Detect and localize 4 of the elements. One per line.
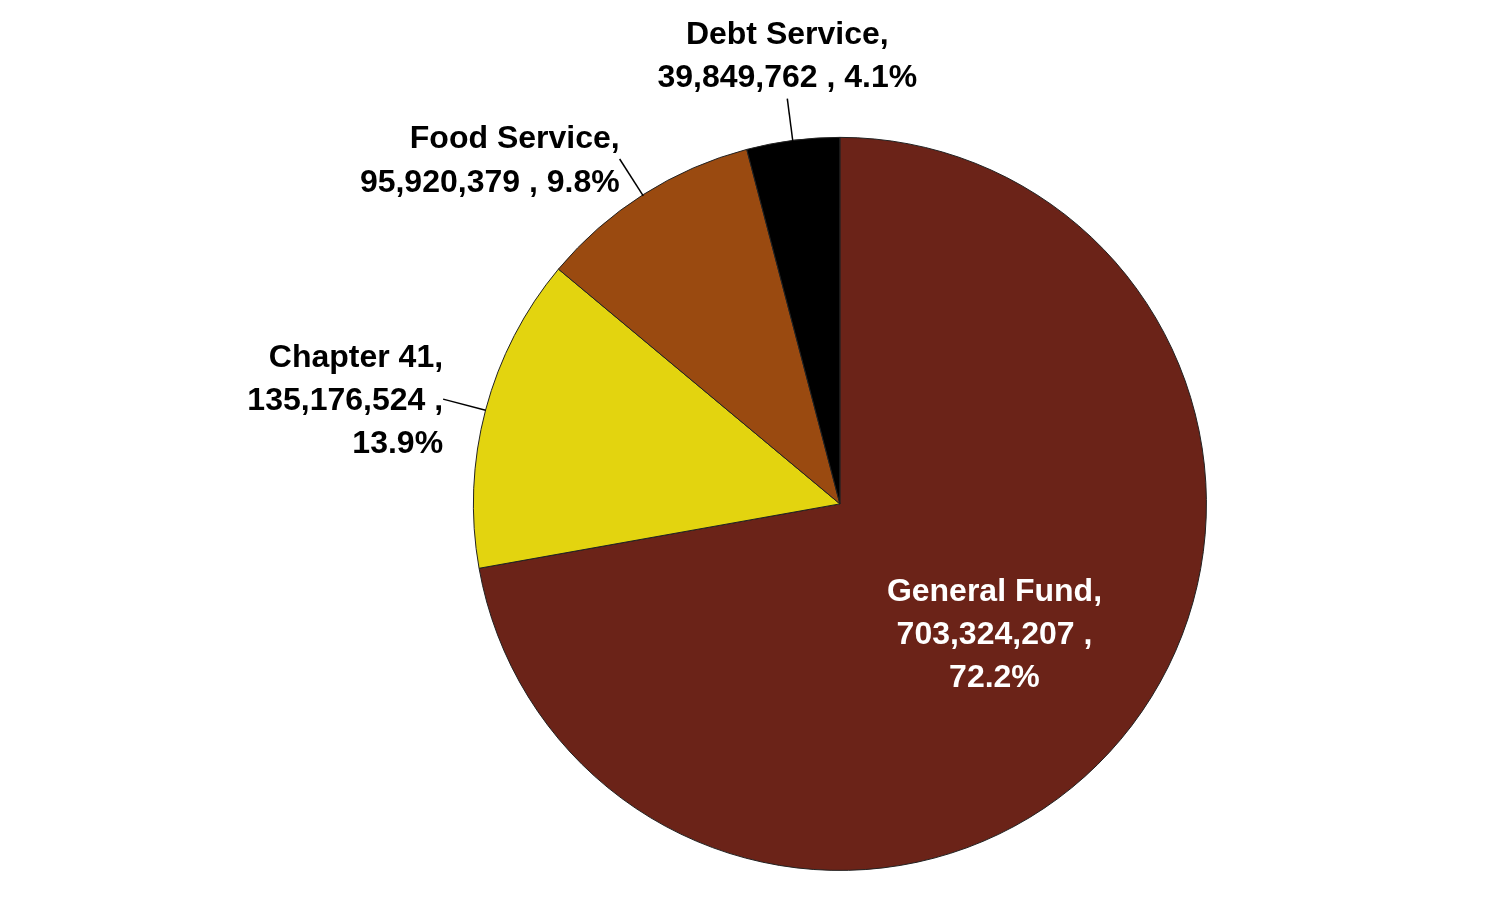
slice-label: Chapter 41, 135,176,524 , 13.9% xyxy=(247,337,444,461)
slice-label: Debt Service, 39,849,762 , 4.1% xyxy=(657,14,918,95)
slice-label: Food Service, 95,920,379 , 9.8% xyxy=(359,119,620,199)
slice-label: General Fund, 703,324,207 , 72.2% xyxy=(886,571,1103,694)
